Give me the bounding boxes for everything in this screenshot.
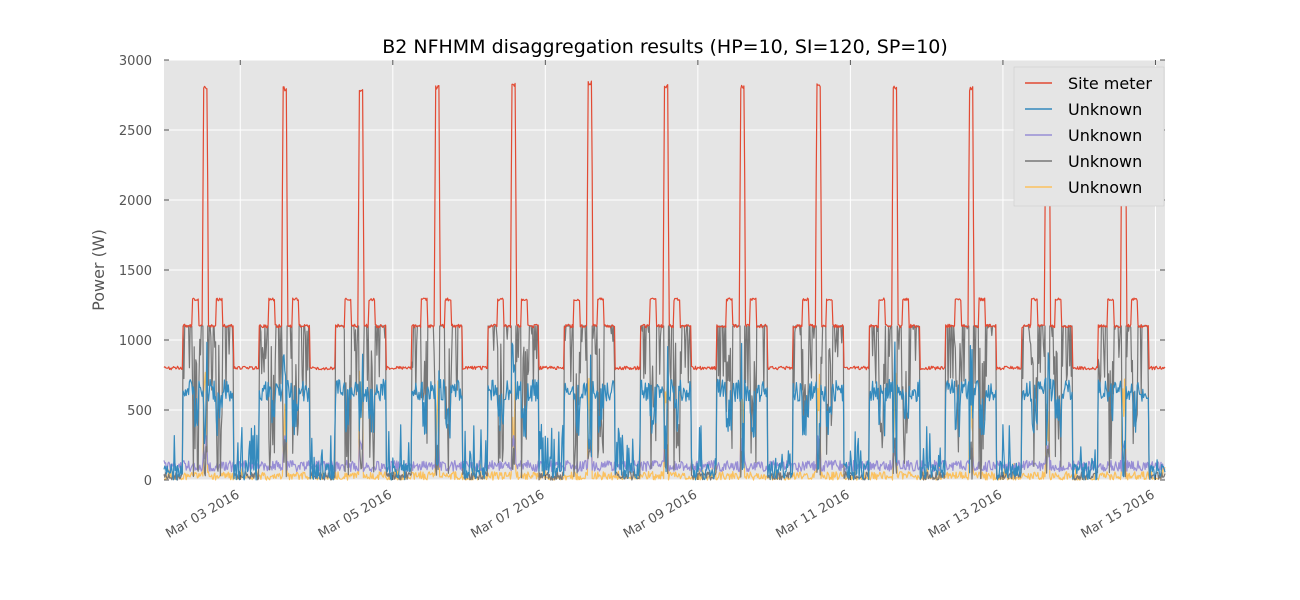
series-group xyxy=(163,80,1166,481)
x-tick-label: Mar 05 2016 xyxy=(316,487,395,541)
series-line-0 xyxy=(163,80,1166,371)
chart-title: B2 NFHMM disaggregation results (HP=10, … xyxy=(382,36,948,58)
x-tick-label: Mar 15 2016 xyxy=(1079,487,1158,541)
y-axis-label: Power (W) xyxy=(89,229,108,311)
y-tick-label: 0 xyxy=(144,474,152,489)
y-tick-label: 2500 xyxy=(119,124,152,139)
legend: Site meter Unknown Unknown Unknown Unknown xyxy=(1013,66,1165,207)
y-axis: 0 500 1000 1500 2000 2500 3000 xyxy=(119,54,1165,489)
legend-label-1: Unknown xyxy=(1068,100,1142,119)
x-tick-label: Mar 11 2016 xyxy=(774,487,853,541)
x-tick-label: Mar 03 2016 xyxy=(163,487,242,541)
x-tick-label: Mar 09 2016 xyxy=(621,487,700,541)
y-tick-label: 2000 xyxy=(119,194,152,209)
y-tick-label: 1000 xyxy=(119,334,152,349)
y-tick-label: 500 xyxy=(127,404,152,419)
legend-label-3: Unknown xyxy=(1068,152,1142,171)
legend-label-4: Unknown xyxy=(1068,178,1142,197)
legend-label-0: Site meter xyxy=(1068,74,1152,93)
series-line-1 xyxy=(163,341,1166,481)
x-tick-label: Mar 07 2016 xyxy=(468,487,547,541)
y-tick-label: 1500 xyxy=(119,264,152,279)
x-tick-label: Mar 13 2016 xyxy=(926,487,1005,541)
y-tick-label: 3000 xyxy=(119,54,152,69)
legend-label-2: Unknown xyxy=(1068,126,1142,145)
legend-box xyxy=(1013,66,1165,207)
